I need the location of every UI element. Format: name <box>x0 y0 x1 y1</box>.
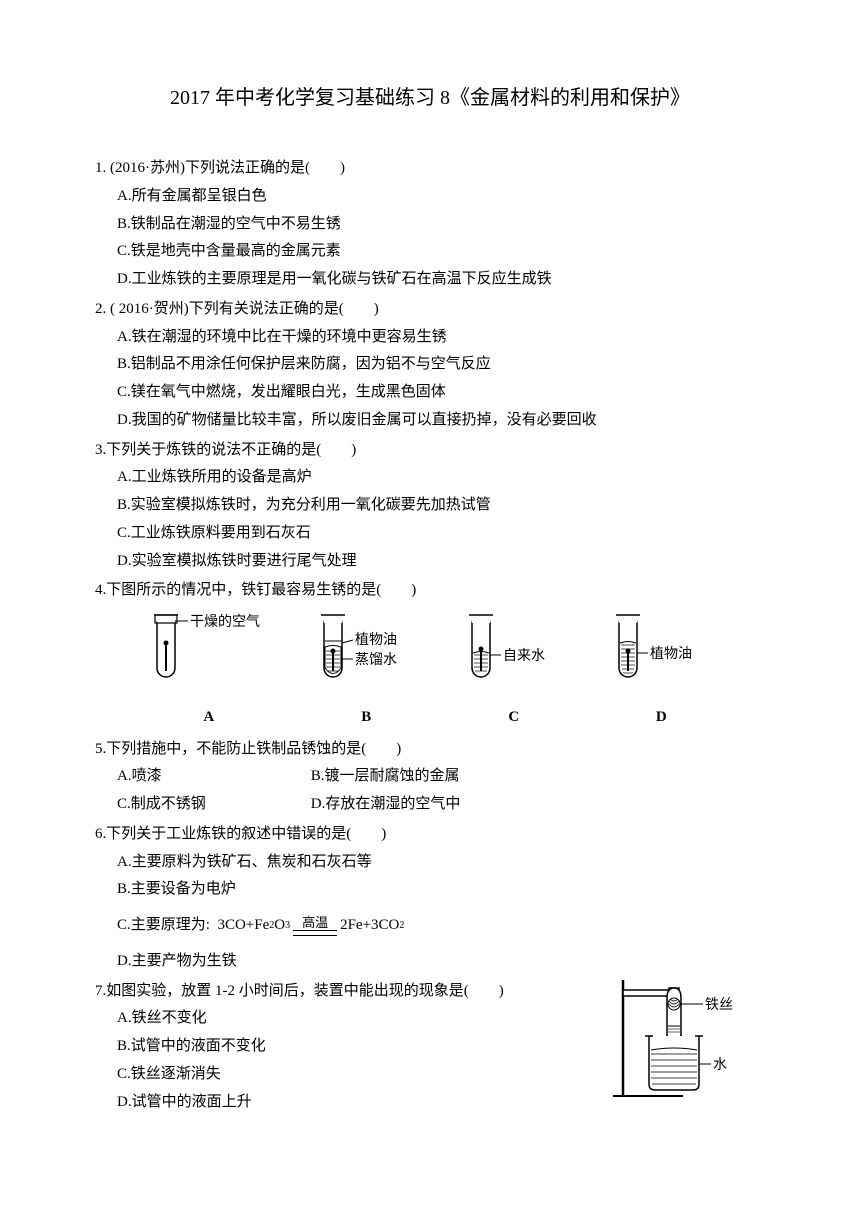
svg-text:蒸馏水: 蒸馏水 <box>355 652 397 668</box>
tube-d: 植物油 D <box>606 613 716 732</box>
q4-stem: 4.下图所示的情况中，铁钉最容易生锈的是( ) <box>95 577 765 605</box>
q6-stem: 6.下列关于工业炼铁的叙述中错误的是( ) <box>95 821 765 849</box>
page-title: 2017 年中考化学复习基础练习 8《金属材料的利用和保护》 <box>95 80 765 117</box>
q1-option-c: C.铁是地壳中含量最高的金属元素 <box>117 238 765 266</box>
q6-option-b: B.主要设备为电炉 <box>117 876 765 904</box>
q2-stem: 2. ( 2016·贺州)下列有关说法正确的是( ) <box>95 296 765 324</box>
tube-c-label: C <box>459 704 569 732</box>
svg-text:铁丝: 铁丝 <box>705 997 733 1013</box>
question-1: 1. (2016·苏州)下列说法正确的是( ) A.所有金属都呈银白色 B.铁制… <box>95 155 765 294</box>
q1-option-a: A.所有金属都呈银白色 <box>117 183 765 211</box>
tube-a-label: A <box>144 704 274 732</box>
q6-option-c: C.主要原理为: 3CO+Fe2O3 高温 2Fe+3CO2 <box>117 912 765 940</box>
q5-option-c: C.制成不锈钢 <box>117 791 307 819</box>
q5-option-d: D.存放在潮湿的空气中 <box>311 791 501 819</box>
question-5: 5.下列措施中，不能防止铁制品锈蚀的是( ) A.喷漆 B.镀一层耐腐蚀的金属 … <box>95 736 765 819</box>
q5-option-b: B.镀一层耐腐蚀的金属 <box>311 763 501 791</box>
question-7: 7.如图实验，放置 1-2 小时间后，装置中能出现的现象是( ) A.铁丝不变化… <box>95 978 765 1117</box>
q5-option-a: A.喷漆 <box>117 763 307 791</box>
svg-text:干燥的空气: 干燥的空气 <box>190 614 260 630</box>
tube-c: 自来水 C <box>459 613 569 732</box>
tube-d-svg: 植物油 <box>606 613 716 691</box>
tube-b-svg: 植物油 蒸馏水 <box>311 613 421 691</box>
q3-option-c: C.工业炼铁原料要用到石灰石 <box>117 520 765 548</box>
q3-option-b: B.实验室模拟炼铁时，为充分利用一氧化碳要先加热试管 <box>117 492 765 520</box>
q2-option-a: A.铁在潮湿的环境中比在干燥的环境中更容易生锈 <box>117 324 765 352</box>
q3-option-d: D.实验室模拟炼铁时要进行尾气处理 <box>117 548 765 576</box>
q3-option-a: A.工业炼铁所用的设备是高炉 <box>117 464 765 492</box>
reaction-arrow-icon: 高温 <box>293 916 337 936</box>
q6-c-prefix: C.主要原理为: <box>117 917 210 933</box>
svg-text:植物油: 植物油 <box>355 632 397 648</box>
svg-text:自来水: 自来水 <box>503 648 545 664</box>
tube-a: 干燥的空气 A <box>144 613 274 732</box>
q4-diagram: 干燥的空气 A 植物油 蒸馏水 <box>125 613 765 732</box>
q6-option-a: A.主要原料为铁矿石、焦炭和石灰石等 <box>117 849 765 877</box>
q5-stem: 5.下列措施中，不能防止铁制品锈蚀的是( ) <box>95 736 765 764</box>
q6-option-d: D.主要产物为生铁 <box>117 948 765 976</box>
q7-figure: 铁丝 水 <box>605 974 755 1104</box>
q2-option-c: C.镁在氧气中燃烧，发出耀眼白光，生成黑色固体 <box>117 379 765 407</box>
tube-c-svg: 自来水 <box>459 613 569 691</box>
tube-b-label: B <box>311 704 421 732</box>
q6-equation: 3CO+Fe2O3 高温 2Fe+3CO2 <box>214 912 405 940</box>
tube-a-svg: 干燥的空气 <box>144 613 274 691</box>
svg-text:植物油: 植物油 <box>650 646 692 662</box>
q1-option-b: B.铁制品在潮湿的空气中不易生锈 <box>117 211 765 239</box>
question-3: 3.下列关于炼铁的说法不正确的是( ) A.工业炼铁所用的设备是高炉 B.实验室… <box>95 437 765 576</box>
question-6: 6.下列关于工业炼铁的叙述中错误的是( ) A.主要原料为铁矿石、焦炭和石灰石等… <box>95 821 765 976</box>
q2-option-d: D.我国的矿物储量比较丰富，所以废旧金属可以直接扔掉，没有必要回收 <box>117 407 765 435</box>
tube-d-label: D <box>606 704 716 732</box>
q1-option-d: D.工业炼铁的主要原理是用一氧化碳与铁矿石在高温下反应生成铁 <box>117 266 765 294</box>
q2-option-b: B.铝制品不用涂任何保护层来防腐，因为铝不与空气反应 <box>117 351 765 379</box>
svg-text:水: 水 <box>713 1057 727 1073</box>
tube-b: 植物油 蒸馏水 B <box>311 613 421 732</box>
question-4: 4.下图所示的情况中，铁钉最容易生锈的是( ) 干燥的空气 A <box>95 577 765 731</box>
q3-stem: 3.下列关于炼铁的说法不正确的是( ) <box>95 437 765 465</box>
question-2: 2. ( 2016·贺州)下列有关说法正确的是( ) A.铁在潮湿的环境中比在干… <box>95 296 765 435</box>
q1-stem: 1. (2016·苏州)下列说法正确的是( ) <box>95 155 765 183</box>
